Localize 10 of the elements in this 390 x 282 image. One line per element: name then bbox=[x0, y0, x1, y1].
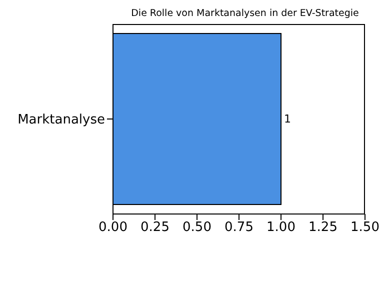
data-label: 1 bbox=[284, 112, 291, 126]
x-tick-label: 1.25 bbox=[308, 220, 338, 236]
x-tick-label: 0.75 bbox=[224, 220, 254, 236]
chart-title: Die Rolle von Marktanalysen in der EV-Strategie bbox=[130, 8, 360, 21]
y-tick-label: Marktanalyse bbox=[18, 112, 105, 128]
x-tick-label: 0.25 bbox=[140, 220, 170, 236]
x-tick-label: 1.00 bbox=[266, 220, 296, 236]
x-tick-label: 0.00 bbox=[98, 220, 128, 236]
x-tick-label: 0.50 bbox=[182, 220, 212, 236]
x-tick-label: 1.50 bbox=[350, 220, 380, 236]
